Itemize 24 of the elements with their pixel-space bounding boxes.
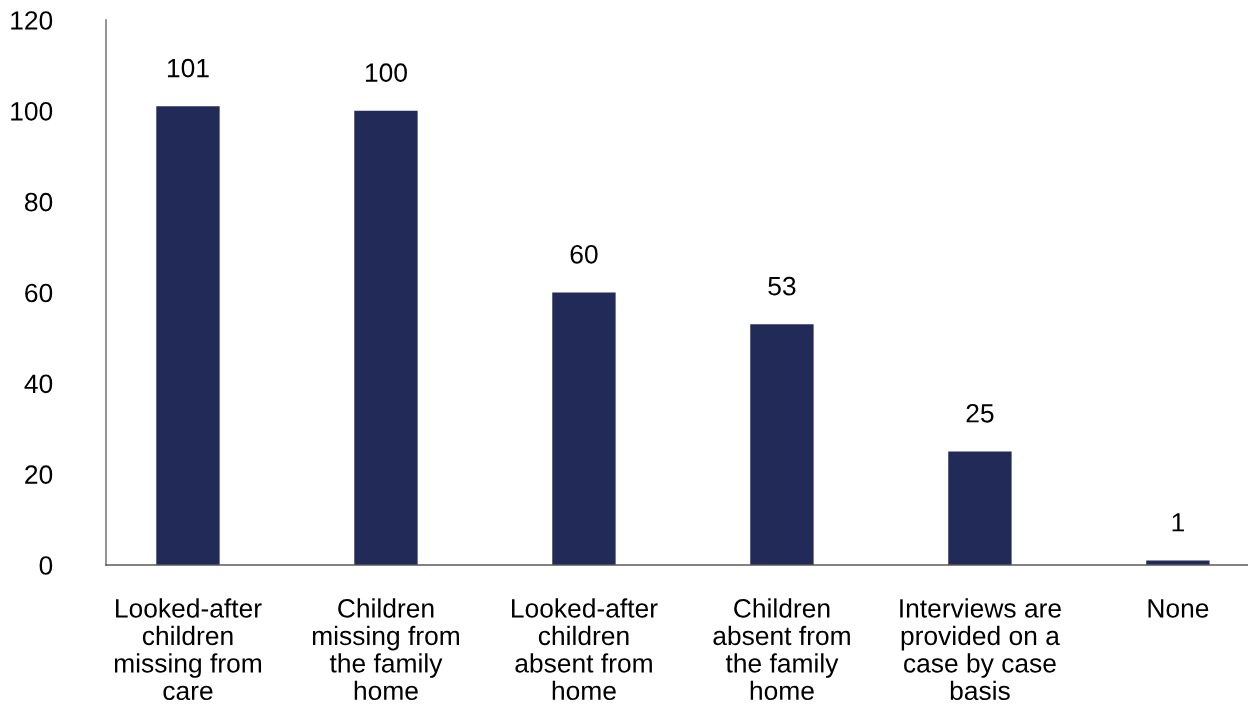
bar [156, 106, 220, 565]
data-label: 53 [768, 276, 796, 296]
data-label: 25 [966, 403, 994, 423]
bar [552, 292, 616, 565]
y-tick-label: 20 [25, 465, 53, 484]
bar [948, 451, 1012, 565]
bar [750, 324, 814, 565]
data-label: 1 [1172, 513, 1184, 532]
x-tick-label: Interviews are provided on a case by case basis [900, 598, 1061, 701]
x-tick-label: Children absent from the family home [713, 598, 850, 701]
y-tick-label: 100 [11, 101, 53, 121]
data-label: 60 [570, 244, 598, 264]
y-tick-label: 60 [25, 283, 53, 303]
x-tick-label: None [1148, 599, 1209, 618]
data-label: 101 [167, 58, 209, 78]
x-tick-label: Children missing from the family home [312, 598, 459, 701]
x-tick-label: Looked-after children absent from home [512, 598, 658, 701]
y-tick-label: 80 [25, 192, 53, 212]
y-tick-label: 40 [24, 374, 53, 394]
data-label: 100 [365, 63, 407, 83]
x-tick-label: Looked-after children missing from care [114, 598, 262, 701]
y-tick-label: 0 [39, 556, 53, 575]
bar [354, 110, 418, 565]
y-tick-label: 120 [11, 11, 53, 30]
